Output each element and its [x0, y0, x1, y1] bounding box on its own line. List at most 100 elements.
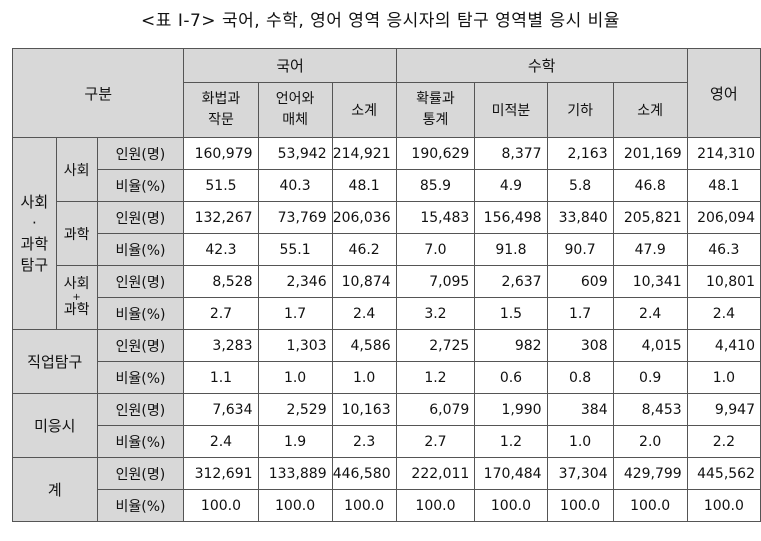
table-cell: 384: [546, 393, 614, 426]
table-cell: 429,799: [612, 457, 688, 490]
table-cell: 1.1: [183, 361, 259, 394]
exam-table: 구분 국어 수학 영어 화법과 작문 언어와 매체 소계 확률과 통계 미적분 …: [11, 48, 761, 522]
table-cell: 2,637: [474, 265, 548, 298]
science-label: 과학: [55, 201, 98, 266]
table-cell: 190,629: [395, 137, 476, 170]
table-cell: 100.0: [546, 489, 614, 522]
table-cell: 1.0: [257, 361, 333, 394]
table-cell: 446,580: [331, 457, 397, 490]
table-cell: 8,528: [183, 265, 259, 298]
table-cell: 46.2: [331, 233, 397, 266]
table-cell: 308: [546, 329, 614, 362]
ratio-label: 비율(%): [96, 169, 185, 202]
table-cell: 46.8: [612, 169, 688, 202]
table-cell: 100.0: [474, 489, 548, 522]
table-row: 미응시 인원(명) 7,634 2,529 10,163 6,079 1,990 384 8…: [12, 393, 761, 458]
table-cell: 1.9: [257, 425, 333, 458]
table-cell: 1,990: [474, 393, 548, 426]
table-cell: 4,410: [686, 329, 761, 362]
count-label: 인원(명): [96, 393, 185, 426]
table-cell: 33,840: [546, 201, 614, 234]
table-cell: 10,801: [686, 265, 761, 298]
table-cell: 7.0: [395, 233, 476, 266]
table-row: 과학 인원(명) 132,267 73,769 206,036 15,483 156,4…: [13, 201, 761, 266]
prob-header: 확률과 통계: [395, 82, 476, 138]
table-cell: 132,267: [183, 201, 259, 234]
table-cell: 100.0: [183, 489, 259, 522]
table-cell: 8,453: [612, 393, 688, 426]
table-cell: 170,484: [474, 457, 548, 490]
table-cell: 1.7: [546, 297, 614, 330]
kor-subtotal-header: 소계: [331, 82, 397, 138]
category-header: 구분: [11, 48, 185, 138]
table-title: <표 Ⅰ-7> 국어, 수학, 영어 영역 응시자의 탐구 영역별 응시 비율: [141, 11, 620, 31]
table-cell: 0.9: [612, 361, 688, 394]
header-row-2: 화법과 작문 언어와 매체 소계 확률과 통계 미적분 기하 소계: [13, 82, 761, 138]
table-cell: 2.7: [183, 297, 259, 330]
table-cell: 2.4: [686, 297, 761, 330]
math-header: 수학: [395, 48, 688, 83]
table-cell: 4,586: [331, 329, 397, 362]
table-cell: 133,889: [257, 457, 333, 490]
social-science-group-label: 사회 · 과학 탐구: [12, 137, 57, 330]
table-cell: 0.6: [474, 361, 548, 394]
table-cell: 10,341: [612, 265, 688, 298]
table-cell: 100.0: [686, 489, 761, 522]
table-row: 비율(%) 100.0 100.0 100.0 100.0 100.0 100.0 100.…: [13, 489, 761, 522]
geometry-header: 기하: [546, 82, 614, 138]
hwabeop-header: 화법과 작문: [183, 82, 259, 138]
table-cell: 609: [546, 265, 614, 298]
table-cell: 4.9: [474, 169, 548, 202]
table-cell: 1.5: [474, 297, 548, 330]
table-cell: 445,562: [686, 457, 761, 490]
table-cell: 85.9: [395, 169, 476, 202]
table-cell: 15,483: [395, 201, 476, 234]
mixed-label: 사회 + 과학: [55, 265, 98, 330]
english-header: 영어: [686, 48, 761, 138]
table-cell: 10,874: [331, 265, 397, 298]
table-cell: 5.8: [546, 169, 614, 202]
table-cell: 222,011: [395, 457, 476, 490]
table-cell: 47.9: [612, 233, 688, 266]
header-row-1: 구분 국어 수학 영어: [11, 48, 761, 138]
vocational-label: 직업탐구: [12, 329, 98, 394]
math-subtotal-header: 소계: [612, 82, 688, 138]
table-cell: 40.3: [257, 169, 333, 202]
table-cell: 160,979: [183, 137, 259, 170]
table-cell: 48.1: [331, 169, 397, 202]
table-cell: 100.0: [331, 489, 397, 522]
table-cell: 1.0: [686, 361, 761, 394]
calculus-header: 미적분: [474, 82, 548, 138]
total-label: 계: [12, 457, 98, 522]
table-cell: 42.3: [183, 233, 259, 266]
table-cell: 8,377: [474, 137, 548, 170]
table-cell: 1.0: [546, 425, 614, 458]
table-row: 비율(%) 1.1 1.0 1.0 1.2 0.6 0.8 0.9 1.0: [13, 361, 761, 394]
table-cell: 214,310: [686, 137, 761, 170]
table-row: 비율(%) 2.4 1.9 2.3 2.7 1.2 1.0 2.0 2.2: [13, 425, 761, 458]
table-row: 사회 · 과학 탐구 사회 인원(명) 160,979 53,942 214,921…: [12, 137, 761, 330]
table-cell: 2.4: [612, 297, 688, 330]
count-label: 인원(명): [96, 329, 185, 362]
table-cell: 205,821: [612, 201, 688, 234]
table-cell: 7,095: [395, 265, 476, 298]
table-cell: 10,163: [331, 393, 397, 426]
table-cell: 100.0: [257, 489, 333, 522]
table-cell: 312,691: [183, 457, 259, 490]
table-cell: 2.2: [686, 425, 761, 458]
ratio-label: 비율(%): [96, 425, 185, 458]
social-label: 사회: [55, 137, 98, 202]
table-cell: 2,529: [257, 393, 333, 426]
table-row: 비율(%) 51.5 40.3 48.1 85.9 4.9 5.8 46.8 48.1: [13, 169, 761, 202]
table-cell: 2,346: [257, 265, 333, 298]
table-cell: 73,769: [257, 201, 333, 234]
table-cell: 48.1: [686, 169, 761, 202]
ratio-label: 비율(%): [96, 361, 185, 394]
table-cell: 206,094: [686, 201, 761, 234]
table-cell: 2,163: [546, 137, 614, 170]
table-cell: 156,498: [474, 201, 548, 234]
table-cell: 100.0: [612, 489, 688, 522]
table-cell: 2,725: [395, 329, 476, 362]
ratio-label: 비율(%): [96, 297, 185, 330]
table-cell: 1.2: [474, 425, 548, 458]
